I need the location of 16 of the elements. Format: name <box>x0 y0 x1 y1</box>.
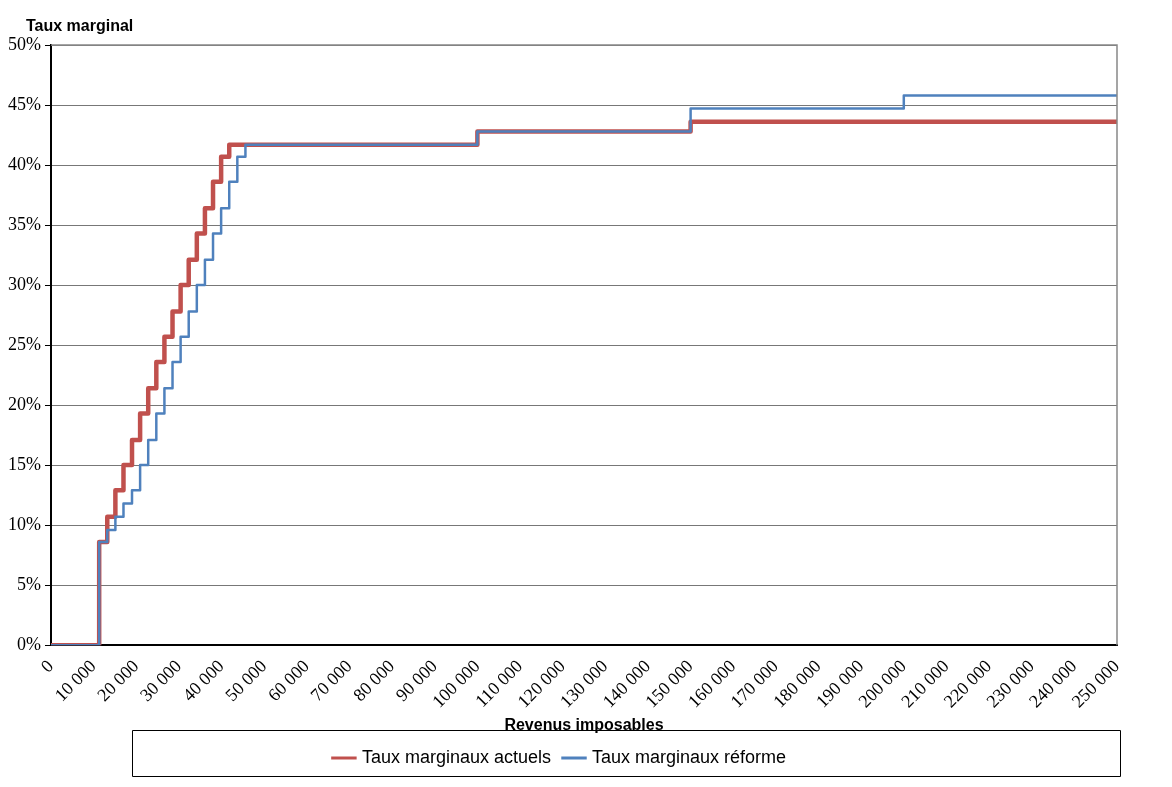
legend-label: Taux marginaux réforme <box>592 746 787 767</box>
y-tick-label: 40% <box>7 153 41 174</box>
y-tick-label: 45% <box>7 93 41 114</box>
y-axis-title: Taux marginal <box>26 17 134 35</box>
y-tick-label: 5% <box>16 573 41 594</box>
y-tick-label: 35% <box>7 213 41 234</box>
y-tick-label: 20% <box>7 393 41 414</box>
y-tick-label: 15% <box>7 453 41 474</box>
y-tick-label: 0% <box>16 633 41 654</box>
y-tick-label: 25% <box>7 333 41 354</box>
x-tick-label: 0 <box>36 655 58 677</box>
y-tick-label: 10% <box>7 513 41 534</box>
y-tick-label: 30% <box>7 273 41 294</box>
y-tick-label: 50% <box>7 33 41 54</box>
legend-label: Taux marginaux actuels <box>361 746 552 767</box>
x-axis-title: Revenus imposables <box>504 715 664 733</box>
